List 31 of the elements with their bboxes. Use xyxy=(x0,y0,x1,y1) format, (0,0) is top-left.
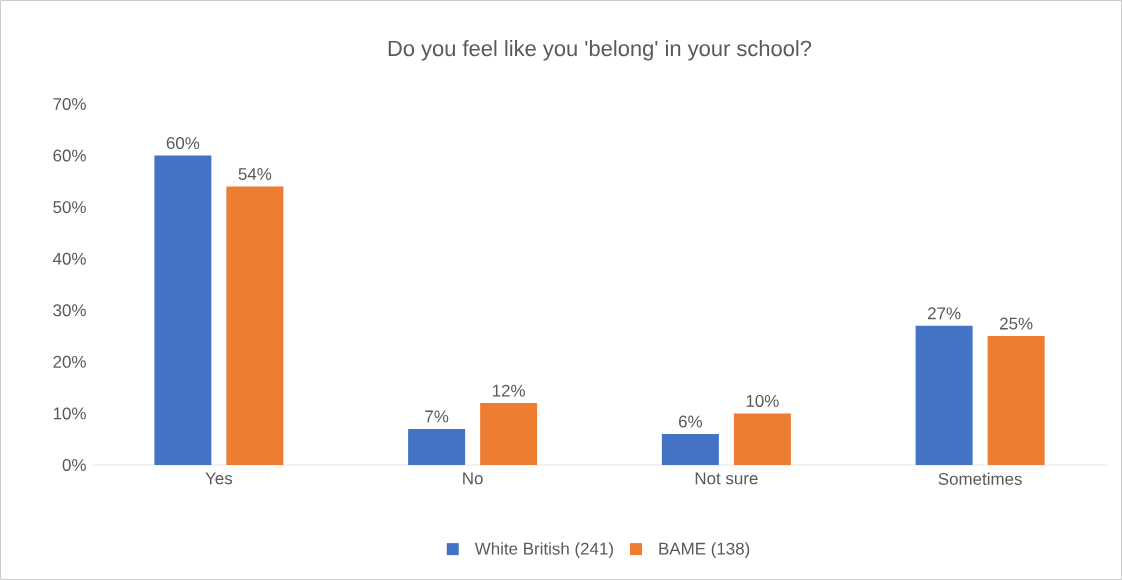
data-label: 27% xyxy=(928,307,961,320)
y-tick-label: 70% xyxy=(53,98,86,110)
data-label: 7% xyxy=(425,410,449,423)
legend-label: White British (241) xyxy=(474,542,613,558)
bar xyxy=(733,413,791,465)
y-tick-label: 10% xyxy=(53,407,86,420)
data-label: 25% xyxy=(1000,317,1033,330)
data-label: 12% xyxy=(492,384,525,397)
y-tick-label: 60% xyxy=(53,149,86,162)
data-label: 54% xyxy=(238,168,272,180)
bar xyxy=(154,155,212,465)
x-tick-label: Yes xyxy=(205,472,233,485)
y-tick-label: 20% xyxy=(53,355,86,368)
x-tick-label: Not sure xyxy=(695,472,758,485)
data-label: 60% xyxy=(166,137,200,150)
x-tick-label: No xyxy=(463,472,483,485)
y-tick-label: 0% xyxy=(62,459,86,471)
x-tick-label: Sometimes xyxy=(938,472,1022,485)
data-label: 10% xyxy=(746,394,779,407)
bar xyxy=(480,403,538,465)
chart-title: Do you feel like you 'belong' in your school? xyxy=(388,40,812,61)
bar xyxy=(226,186,284,465)
data-label: 6% xyxy=(679,415,703,428)
y-tick-label: 40% xyxy=(52,252,86,265)
bar xyxy=(915,325,973,465)
y-tick-label: 30% xyxy=(53,304,86,317)
bar xyxy=(661,434,719,465)
legend-label: BAME (138) xyxy=(659,542,750,558)
y-tick-label: 50% xyxy=(53,201,86,214)
bar xyxy=(987,336,1045,465)
bar xyxy=(408,428,466,465)
